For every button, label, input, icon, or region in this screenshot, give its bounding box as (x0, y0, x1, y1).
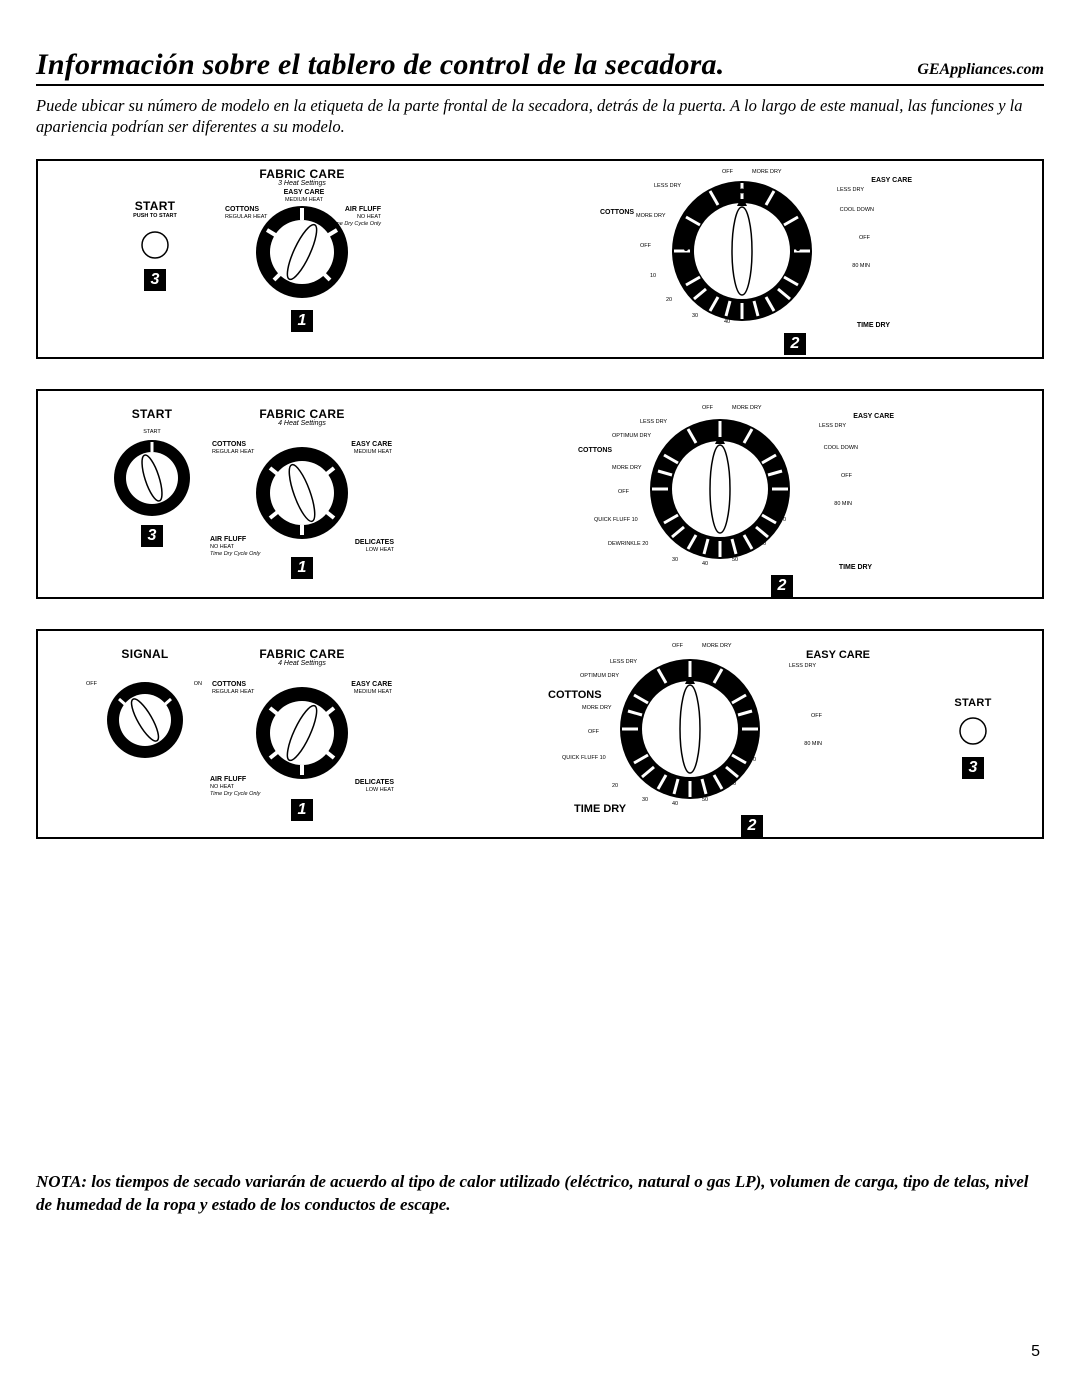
cottons-side-p2: COTTONS (578, 447, 612, 454)
off-r: OFF (859, 235, 870, 241)
page-number: 5 (1031, 1343, 1040, 1361)
cottons-side-label: COTTONS (600, 209, 634, 216)
badge-2-p3: 2 (741, 815, 763, 837)
badge-2: 2 (784, 333, 806, 355)
cycle-dial-group-p3: COTTONS EASY CARE TIME DRY LESS DRY OPTI… (552, 641, 852, 837)
cottons-side-p3: COTTONS (548, 689, 602, 701)
control-panel-2: START START 3 FABRIC CARE 4 Heat Setting… (36, 389, 1044, 599)
start-group-p3: START 3 (938, 697, 1008, 779)
badge-1-p3: 1 (291, 799, 313, 821)
start-label-p3: START (938, 697, 1008, 709)
badge-2-p2: 2 (771, 575, 793, 597)
off-l: OFF (640, 243, 651, 249)
p2-off-l: OFF (618, 489, 629, 495)
80min-r: 80 MIN (852, 263, 870, 269)
cycle-dial-group-p1: COTTONS EASY CARE TIME DRY LESS DRY OFF … (612, 165, 892, 355)
start-button-icon[interactable] (139, 229, 171, 261)
start-tiny: START (97, 429, 207, 435)
start-button-p3[interactable] (957, 715, 989, 747)
badge-3: 3 (144, 269, 166, 291)
sig-on: ON (194, 681, 202, 687)
badge-1: 1 (291, 310, 313, 332)
delicates-p2: DELICATESLOW HEAT (355, 539, 394, 553)
p2-qf: QUICK FLUFF 10 (594, 517, 638, 523)
badge-3-p3: 3 (962, 757, 984, 779)
control-panel-3: SIGNAL OFF ON FABRIC CARE 4 Heat Setting… (36, 629, 1044, 839)
fabric-care-dial-p3[interactable] (252, 683, 352, 783)
fabric-care-title: FABRIC CARE (217, 167, 387, 181)
easycare-side-p3: EASY CARE (806, 649, 870, 661)
badge-3-p2: 3 (141, 525, 163, 547)
p2-cooldown: COOL DOWN (824, 445, 858, 451)
p3-moredry-l: MORE DRY (582, 705, 612, 711)
p3-off-l: OFF (588, 729, 599, 735)
easycare-side-p2: EASY CARE (853, 413, 894, 420)
easycare-label: EASY CAREMEDIUM HEAT (279, 189, 329, 203)
fabric-care-group-p1: FABRIC CARE 3 Heat Settings COTTONSREGUL… (217, 167, 387, 332)
easycare-p2: EASY CAREMEDIUM HEAT (351, 441, 392, 455)
start-dial-p2[interactable] (111, 437, 193, 519)
p2-80min: 80 MIN (834, 501, 852, 507)
timedry-side-p2: TIME DRY (839, 564, 872, 571)
intro-text: Puede ubicar su número de modelo en la e… (36, 96, 1044, 137)
cottons-p2: COTTONSREGULAR HEAT (212, 441, 254, 455)
less-dry-r: LESS DRY (837, 187, 864, 193)
fabric-care-title-p3: FABRIC CARE (212, 647, 392, 661)
timedry-side-label: TIME DRY (857, 322, 890, 329)
brand-url: GEAppliances.com (917, 61, 1044, 79)
page-header: Información sobre el tablero de control … (36, 48, 1044, 86)
signal-group-p3: SIGNAL OFF ON (90, 647, 200, 775)
cycle-dial-p1[interactable] (662, 171, 822, 331)
p3-80min: 80 MIN (804, 741, 822, 747)
control-panel-1: START PUSH TO START 3 FABRIC CARE 3 Heat… (36, 159, 1044, 359)
t10: 10 (650, 273, 656, 279)
cooldown-r: COOL DOWN (840, 207, 874, 213)
cycle-dial-p2[interactable] (640, 409, 800, 569)
fabric-care-title-p2: FABRIC CARE (212, 407, 392, 421)
three-heat-sub: 3 Heat Settings (217, 180, 387, 187)
badge-1-p2: 1 (291, 557, 313, 579)
p3-off-r: OFF (811, 713, 822, 719)
p3-qf: QUICK FLUFF 10 (562, 755, 606, 761)
cycle-dial-group-p2: COTTONS EASY CARE TIME DRY LESS DRY OPTI… (582, 401, 882, 597)
p2-lessdry-r: LESS DRY (819, 423, 846, 429)
easycare-p3: EASY CAREMEDIUM HEAT (351, 681, 392, 695)
four-heat-sub-p3: 4 Heat Settings (212, 660, 392, 667)
p3-lessdry-r: LESS DRY (789, 663, 816, 669)
push-to-start-label: PUSH TO START (110, 213, 200, 219)
delicates-p3: DELICATESLOW HEAT (355, 779, 394, 793)
start-label: START (110, 199, 200, 213)
fabric-care-group-p2: FABRIC CARE 4 Heat Settings COTTONSREGUL… (212, 407, 392, 579)
start-group-p2: START START 3 (97, 407, 207, 547)
p2-off-r: OFF (841, 473, 852, 479)
signal-dial[interactable] (104, 679, 186, 761)
fabric-care-dial-p1[interactable] (252, 202, 352, 302)
start-group-p1: START PUSH TO START 3 (110, 199, 200, 291)
fabric-care-group-p3: FABRIC CARE 4 Heat Settings COTTONSREGUL… (212, 647, 392, 821)
sig-off: OFF (86, 681, 97, 687)
cycle-dial-p3[interactable] (610, 649, 770, 809)
start-label-p2: START (97, 407, 207, 421)
page-title: Información sobre el tablero de control … (36, 48, 724, 82)
cottons-p3: COTTONSREGULAR HEAT (212, 681, 254, 695)
four-heat-sub: 4 Heat Settings (212, 420, 392, 427)
note-text: NOTA: los tiempos de secado variarán de … (36, 1171, 1044, 1217)
easycare-side-label: EASY CARE (871, 177, 912, 184)
signal-label: SIGNAL (90, 647, 200, 661)
p2-moredry-l: MORE DRY (612, 465, 642, 471)
fabric-care-dial-p2[interactable] (252, 443, 352, 543)
